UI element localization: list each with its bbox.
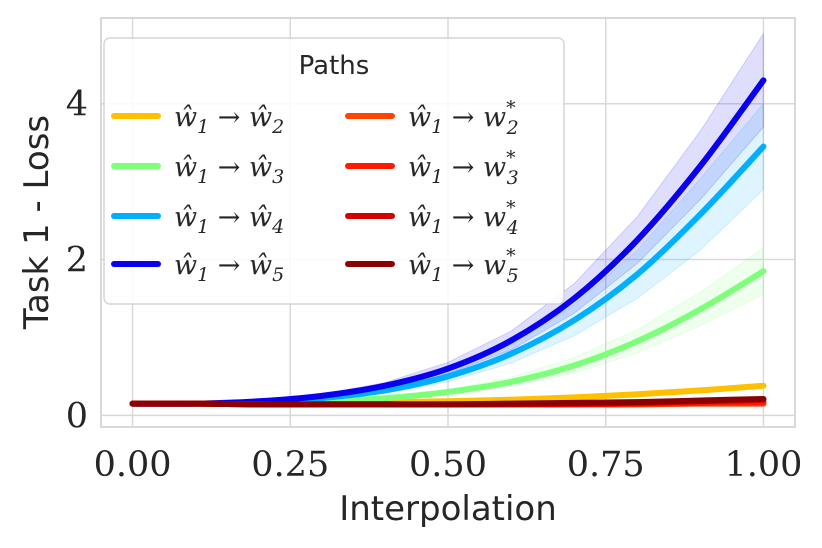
legend-item: ŵ1 → w* 4	[345, 197, 519, 239]
legend-items: ŵ1 → ŵ2 ŵ1 → ŵ3 ŵ1 → ŵ4 ŵ1 → ŵ5 ŵ1 → w* 2 ŵ1 →…	[111, 97, 519, 287]
legend-item: ŵ1 → w* 3	[345, 147, 519, 189]
legend-label: ŵ1 → ŵ3	[174, 152, 284, 188]
y-tick-label: 0	[66, 396, 88, 436]
x-tick-label: 0.50	[409, 445, 487, 485]
legend-box	[103, 37, 565, 305]
series-lines	[129, 77, 767, 408]
legend-label: ŵ1 → w* 5	[408, 245, 519, 287]
x-axis-title: Interpolation	[339, 489, 557, 529]
y-axis-title: Task 1 - Loss	[17, 115, 57, 330]
x-tick-label: 0.25	[251, 445, 329, 485]
x-tick-label: 0.75	[567, 445, 645, 485]
legend-label: ŵ1 → w* 4	[408, 197, 519, 239]
legend-label: ŵ1 → w* 3	[408, 147, 519, 189]
y-tick-label: 2	[66, 241, 88, 281]
x-tick-label: 1.00	[724, 445, 802, 485]
legend-item: ŵ1 → ŵ5	[111, 250, 284, 286]
legend-title: Paths	[299, 51, 370, 81]
legend-item: ŵ1 → ŵ2	[111, 102, 284, 138]
legend-label: ŵ1 → ŵ4	[174, 202, 284, 238]
legend-item: ŵ1 → w* 5	[345, 245, 519, 287]
series-line-8	[129, 395, 767, 408]
y-tick-label: 4	[66, 85, 88, 125]
legend-item: ŵ1 → ŵ3	[111, 152, 284, 188]
tick-labels: 0.00 0.25 0.50 0.75 1.00 0 2 4	[66, 85, 803, 485]
legend-label: ŵ1 → ŵ2	[174, 102, 284, 138]
x-tick-label: 0.00	[94, 445, 172, 485]
legend: Paths ŵ1 → ŵ2 ŵ1 → ŵ3 ŵ1 → ŵ4 ŵ1 → ŵ5 ŵ1 → w…	[103, 37, 565, 305]
legend-item: ŵ1 → w* 2	[345, 97, 519, 139]
legend-item: ŵ1 → ŵ4	[111, 202, 284, 238]
legend-label: ŵ1 → w* 2	[408, 97, 519, 139]
legend-label: ŵ1 → ŵ5	[174, 250, 284, 286]
